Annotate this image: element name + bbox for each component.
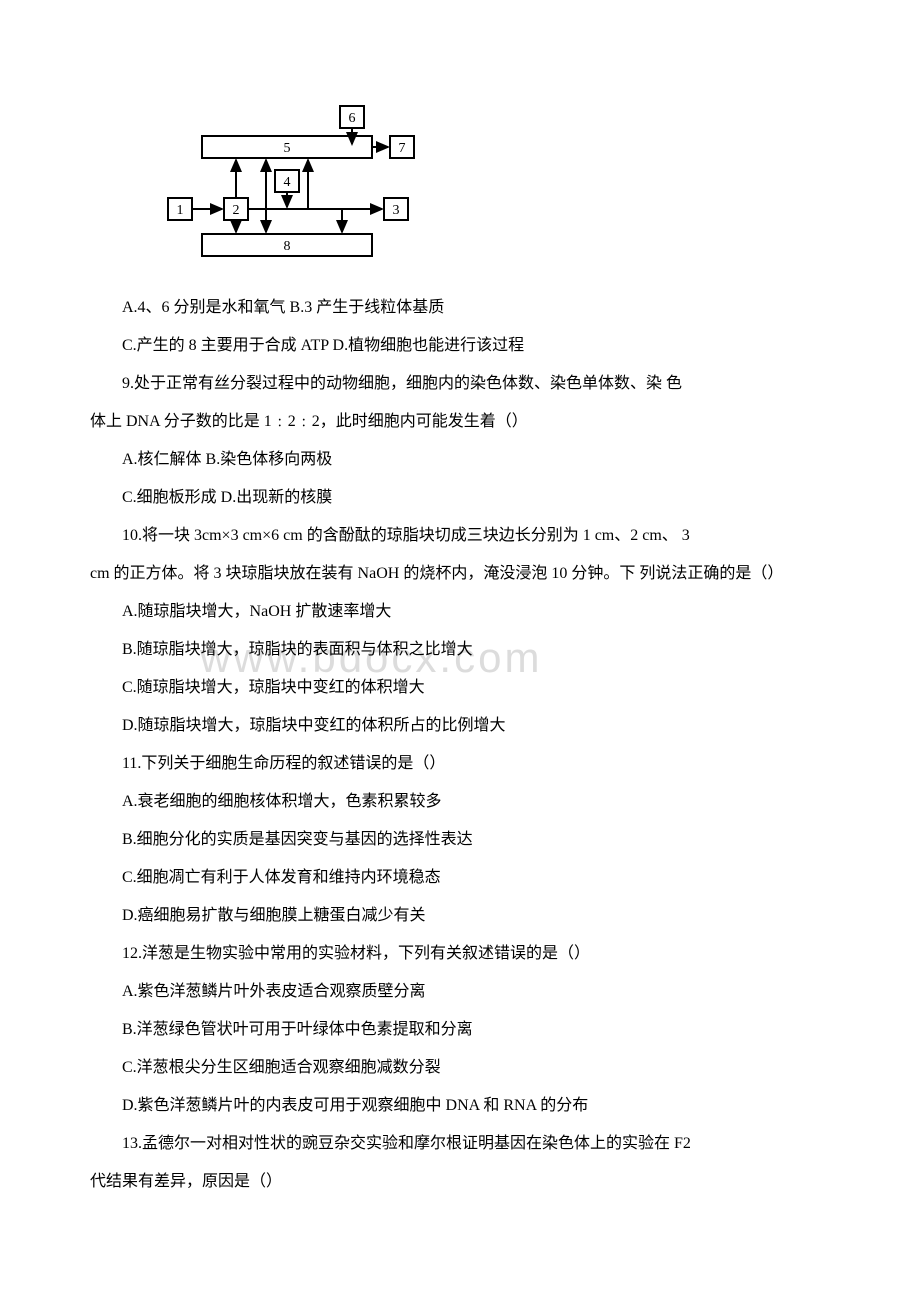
diag-label-7: 7 xyxy=(399,141,406,156)
diag-label-3: 3 xyxy=(393,203,400,218)
diag-label-8: 8 xyxy=(284,239,291,254)
q12-option-a: A.紫色洋葱鳞片叶外表皮适合观察质壁分离 xyxy=(90,978,830,1006)
q12-option-b: B.洋葱绿色管状叶可用于叶绿体中色素提取和分离 xyxy=(90,1016,830,1044)
diag-label-4: 4 xyxy=(284,175,291,190)
q13-stem-line2: 代结果有差异，原因是（） xyxy=(90,1168,830,1196)
diag-label-6: 6 xyxy=(349,111,356,126)
q10-option-b: B.随琼脂块增大，琼脂块的表面积与体积之比增大 xyxy=(90,636,830,664)
page-content: 6 5 7 4 1 2 3 8 xyxy=(90,100,830,1196)
q10-option-c: C.随琼脂块增大，琼脂块中变红的体积增大 xyxy=(90,674,830,702)
q9-stem-line1: 9.处于正常有丝分裂过程中的动物细胞，细胞内的染色体数、染色单体数、染 色 xyxy=(90,370,830,398)
diag-label-2: 2 xyxy=(233,203,240,218)
q11-option-b: B.细胞分化的实质是基因突变与基因的选择性表达 xyxy=(90,826,830,854)
q9-option-cd: C.细胞板形成 D.出现新的核膜 xyxy=(90,484,830,512)
q9-option-ab: A.核仁解体 B.染色体移向两极 xyxy=(90,446,830,474)
q10-option-d: D.随琼脂块增大，琼脂块中变红的体积所占的比例增大 xyxy=(90,712,830,740)
q9-stem-line2: 体上 DNA 分子数的比是 1﹕2﹕2，此时细胞内可能发生着（） xyxy=(90,408,830,436)
q11-option-a: A.衰老细胞的细胞核体积增大，色素积累较多 xyxy=(90,788,830,816)
q10-option-a: A.随琼脂块增大，NaOH 扩散速率增大 xyxy=(90,598,830,626)
diag-label-5: 5 xyxy=(284,141,291,156)
q10-stem-line1: 10.将一块 3cm×3 cm×6 cm 的含酚酞的琼脂块切成三块边长分别为 1… xyxy=(90,522,830,550)
q11-option-d: D.癌细胞易扩散与细胞膜上糖蛋白减少有关 xyxy=(90,902,830,930)
q8-option-ab: A.4、6 分别是水和氧气 B.3 产生于线粒体基质 xyxy=(90,294,830,322)
diag-label-1: 1 xyxy=(177,203,184,218)
q12-option-d: D.紫色洋葱鳞片叶的内表皮可用于观察细胞中 DNA 和 RNA 的分布 xyxy=(90,1092,830,1120)
q11-option-c: C.细胞凋亡有利于人体发育和维持内环境稳态 xyxy=(90,864,830,892)
q10-stem-line2: cm 的正方体。将 3 块琼脂块放在装有 NaOH 的烧杯内，淹没浸泡 10 分… xyxy=(90,560,830,588)
q12-stem: 12.洋葱是生物实验中常用的实验材料，下列有关叙述错误的是（） xyxy=(90,940,830,968)
q8-option-cd: C.产生的 8 主要用于合成 ATP D.植物细胞也能进行该过程 xyxy=(90,332,830,360)
flow-diagram: 6 5 7 4 1 2 3 8 xyxy=(162,100,422,270)
q11-stem: 11.下列关于细胞生命历程的叙述错误的是（） xyxy=(90,750,830,778)
q12-option-c: C.洋葱根尖分生区细胞适合观察细胞减数分裂 xyxy=(90,1054,830,1082)
q13-stem-line1: 13.孟德尔一对相对性状的豌豆杂交实验和摩尔根证明基因在染色体上的实验在 F2 xyxy=(90,1130,830,1158)
